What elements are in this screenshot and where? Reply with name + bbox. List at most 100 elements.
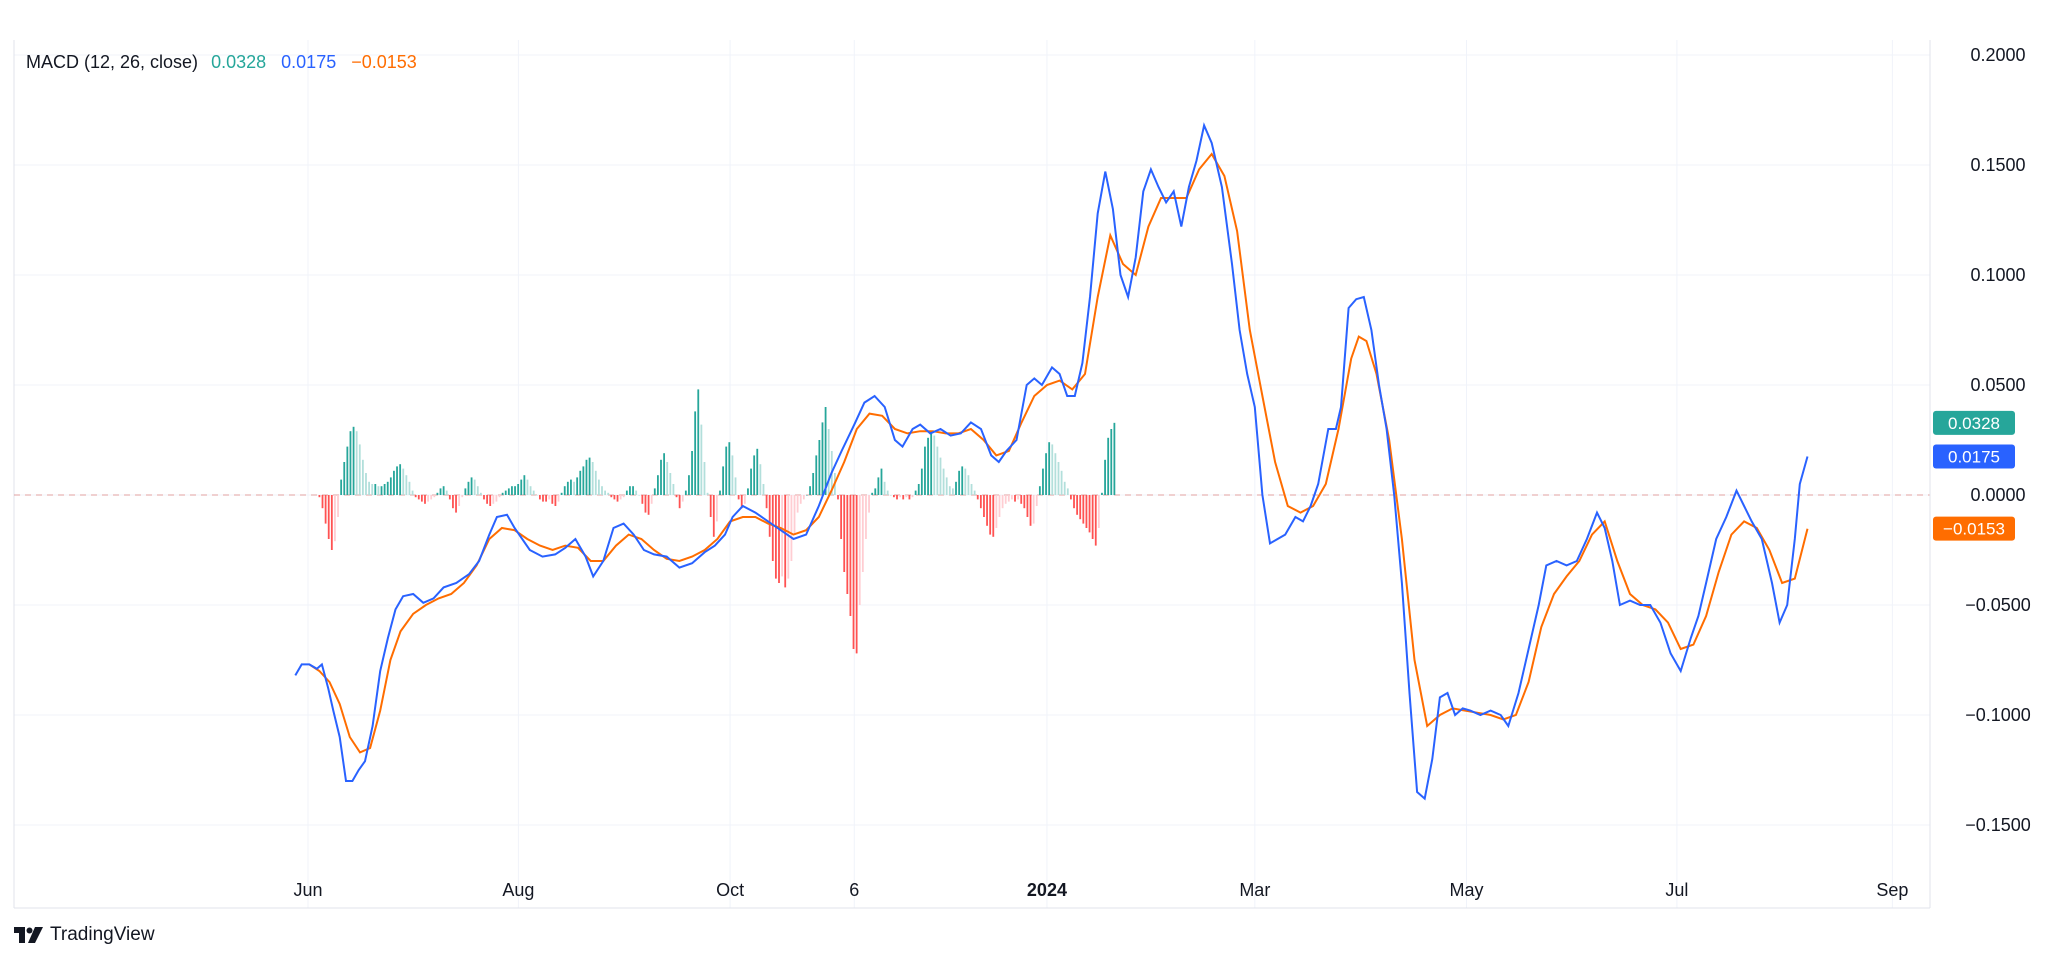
y-tick-label: 0.0500 — [1970, 375, 2025, 395]
histogram-bar — [1001, 495, 1004, 509]
x-tick-label: Jun — [293, 880, 322, 900]
histogram-bar — [992, 495, 995, 537]
histogram-bar — [806, 495, 808, 496]
price-badge: 0.0328 — [1933, 410, 2015, 435]
histogram-bar — [399, 464, 402, 495]
histogram-bar — [324, 495, 327, 524]
histogram-bar — [629, 486, 631, 495]
histogram-bar — [337, 495, 339, 517]
price-badge: 0.0175 — [1933, 444, 2015, 469]
histogram-bar — [492, 495, 495, 504]
histogram-bar — [790, 495, 793, 561]
brand-text: TradingView — [50, 924, 155, 945]
histogram-bar — [1110, 429, 1113, 495]
histogram-bar — [318, 495, 321, 498]
histogram-bar — [970, 484, 973, 495]
histogram-bar — [334, 495, 336, 542]
histogram-bar — [352, 426, 355, 495]
histogram-bar — [731, 455, 734, 495]
histogram-bar — [523, 475, 526, 495]
histogram-bar — [405, 475, 408, 495]
histogram-bar — [597, 479, 600, 495]
macd-value: 0.0175 — [281, 52, 337, 72]
histogram-bar — [771, 495, 774, 561]
histogram-bar — [656, 475, 659, 495]
histogram-bar — [1004, 495, 1007, 504]
histogram-bar — [1085, 495, 1088, 528]
histogram-bar — [924, 446, 926, 495]
indicator-name: MACD (12, 26, close) — [26, 52, 199, 72]
histogram-bar — [1011, 495, 1013, 500]
histogram-bar — [414, 495, 417, 498]
histogram-bar — [365, 473, 367, 495]
histogram-bar — [846, 495, 849, 594]
histogram-bar — [1014, 495, 1016, 502]
histogram-bar — [573, 481, 575, 495]
histogram-bar — [756, 448, 759, 495]
histogram-bar — [989, 495, 992, 535]
histogram-bar — [489, 495, 492, 506]
histogram-bar — [787, 495, 790, 579]
y-tick-label: 0.2000 — [1970, 45, 2025, 65]
histogram-bar — [563, 486, 566, 495]
histogram-bar — [613, 495, 616, 500]
grid-lines — [13, 40, 1930, 908]
histogram-bar — [1017, 495, 1020, 500]
histogram-bar — [660, 459, 662, 495]
histogram-bar — [650, 495, 653, 504]
histogram-bar — [610, 495, 613, 498]
histogram-bar — [1066, 488, 1069, 495]
histogram-bar — [355, 431, 358, 495]
histogram-bar — [768, 495, 771, 537]
histogram-bar — [1113, 422, 1116, 495]
histogram-bar — [840, 495, 843, 539]
histogram-bar — [570, 479, 572, 495]
histogram-bar — [672, 484, 675, 495]
histogram-bar — [750, 468, 752, 495]
histogram-bar — [952, 488, 954, 495]
histogram-bar — [542, 495, 544, 502]
histogram-bar — [1082, 495, 1085, 524]
histogram-bar — [877, 477, 880, 495]
price-badge-label: 0.0328 — [1948, 414, 2000, 433]
histogram-bar — [930, 431, 933, 495]
histogram-bar — [868, 495, 870, 513]
histogram-bar — [389, 477, 392, 495]
histogram-bar — [663, 453, 666, 495]
histogram-bar — [712, 495, 715, 537]
histogram-bar — [976, 495, 979, 500]
indicator-legend[interactable]: MACD (12, 26, close) 0.0328 0.0175 −0.01… — [26, 52, 425, 73]
histogram-bar — [498, 495, 501, 498]
histogram-bar — [458, 495, 461, 506]
histogram-bar — [340, 479, 343, 495]
histogram-bar — [582, 466, 585, 495]
histogram-bar — [473, 479, 476, 495]
histogram-bar — [1020, 495, 1023, 504]
histogram-bar — [653, 488, 656, 495]
histogram-bar — [725, 446, 728, 495]
histogram-bar — [1057, 462, 1060, 495]
histogram-bar — [436, 492, 439, 495]
histogram-bar — [889, 495, 892, 496]
histogram-bar — [377, 486, 380, 495]
histogram-bar — [647, 495, 650, 515]
histogram-bar — [520, 479, 523, 495]
histogram-bar — [349, 431, 352, 495]
y-tick-label: −0.1500 — [1965, 815, 2031, 835]
tradingview-brand[interactable]: TradingView — [14, 924, 155, 946]
histogram-bar — [327, 495, 330, 539]
histogram-bar — [368, 481, 370, 495]
histogram-bar — [874, 488, 877, 495]
histogram-bar — [430, 495, 433, 500]
histogram-bar — [1063, 481, 1066, 495]
histogram-bar — [1094, 495, 1097, 546]
histogram-bar — [880, 468, 883, 495]
histogram-bar — [616, 495, 619, 502]
histogram-bar — [688, 475, 690, 495]
histogram-bar — [585, 459, 588, 495]
histogram-bar — [635, 490, 638, 495]
histogram-bar — [964, 468, 967, 495]
histogram-bar — [1048, 442, 1051, 495]
histogram-bar — [1032, 495, 1035, 524]
